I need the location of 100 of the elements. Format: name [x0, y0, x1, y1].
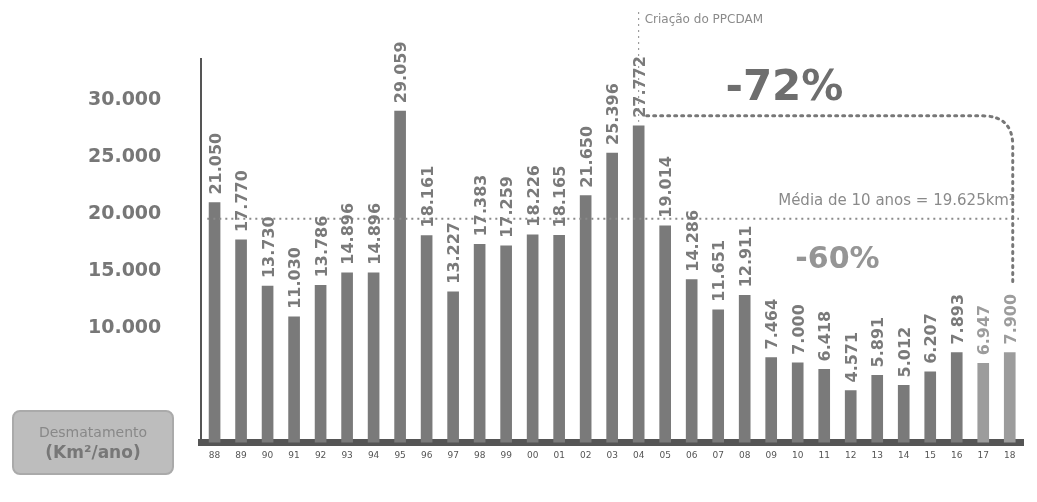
x-tick-label: 11 — [818, 450, 830, 461]
data-label: 27.772 — [629, 56, 649, 118]
x-tick-label: 14 — [898, 450, 910, 461]
x-tick-label: 12 — [844, 450, 857, 461]
x-tick-label: 06 — [685, 450, 698, 461]
x-tick-label: 91 — [288, 450, 300, 461]
data-label: 14.286 — [682, 209, 702, 272]
data-label: 5.012 — [894, 326, 914, 378]
data-label: 17.770 — [232, 170, 252, 232]
ref-line-label: Média de 10 anos = 19.625km² — [778, 191, 1015, 210]
data-label: 25.396 — [603, 83, 623, 145]
y-tick-label: 30.000 — [87, 87, 162, 110]
data-label: 7.900 — [1000, 293, 1020, 345]
bar — [791, 362, 804, 443]
data-label: 21.650 — [576, 125, 596, 188]
bar — [738, 295, 751, 443]
bar — [871, 375, 884, 443]
x-tick-label: 08 — [738, 450, 751, 461]
x-tick-label: 88 — [208, 450, 221, 461]
x-tick-label: 89 — [235, 450, 248, 461]
x-tick-label: 02 — [579, 450, 592, 461]
bar — [526, 234, 539, 443]
bar — [447, 291, 459, 443]
x-tick-label: 95 — [394, 450, 406, 461]
annotation: -60% — [795, 239, 880, 275]
bar — [261, 285, 274, 443]
ref-line-label: Criação do PPCDAM — [644, 12, 763, 27]
bar — [606, 152, 618, 443]
data-label: 17.383 — [470, 174, 490, 237]
y-tick-label: 25.000 — [87, 144, 162, 167]
x-tick-label: 07 — [712, 450, 724, 461]
data-label: 11.030 — [285, 247, 305, 309]
x-tick-label: 94 — [367, 450, 380, 461]
bar — [420, 235, 433, 443]
bar — [341, 272, 353, 443]
bar — [977, 363, 990, 443]
x-tick-label: 00 — [526, 450, 539, 461]
data-label: 5.891 — [868, 316, 888, 368]
bar — [950, 352, 963, 443]
y-tick-label: 10.000 — [87, 315, 162, 338]
data-label: 6.418 — [815, 310, 835, 362]
data-label: 7.000 — [788, 304, 808, 355]
data-label: 7.464 — [762, 298, 782, 350]
data-label: 18.226 — [523, 164, 543, 227]
x-tick-label: 16 — [951, 450, 963, 461]
data-label: 19.014 — [656, 156, 676, 218]
bar — [394, 110, 406, 443]
data-label: 18.165 — [550, 165, 570, 228]
x-tick-label: 97 — [447, 450, 459, 461]
x-tick-label: 05 — [659, 450, 671, 461]
x-tick-label: 98 — [473, 450, 486, 461]
bar — [208, 202, 221, 443]
x-tick-label: 18 — [1004, 450, 1016, 461]
data-label: 29.059 — [391, 41, 411, 104]
data-label: 6.207 — [921, 313, 941, 364]
x-tick-label: 10 — [791, 450, 804, 461]
x-tick-label: 90 — [261, 450, 274, 461]
bar — [897, 385, 910, 443]
x-tick-label: 01 — [553, 450, 565, 461]
data-label: 17.259 — [497, 176, 517, 238]
annotation: -72% — [725, 60, 844, 110]
bar — [632, 125, 645, 443]
y-tick-label: 15.000 — [87, 258, 162, 281]
bar — [314, 285, 327, 443]
bar — [844, 390, 857, 443]
bar — [712, 309, 725, 443]
bar — [553, 235, 565, 443]
data-label: 4.571 — [841, 331, 861, 383]
x-tick-label: 13 — [871, 450, 883, 461]
bar — [235, 239, 247, 443]
data-label: 13.786 — [311, 215, 331, 278]
data-label: 13.227 — [444, 222, 464, 284]
x-tick-label: 92 — [314, 450, 327, 461]
data-label: 11.651 — [709, 239, 729, 302]
x-tick-label: 15 — [924, 450, 936, 461]
bar — [1003, 352, 1016, 443]
bar — [288, 316, 300, 443]
data-label: 13.730 — [258, 216, 278, 279]
x-tick-label: 17 — [977, 450, 989, 461]
x-tick-label: 04 — [632, 450, 645, 461]
bar — [659, 225, 671, 443]
data-label: 18.161 — [417, 165, 437, 228]
x-tick-label: 09 — [765, 450, 778, 461]
x-tick-label: 93 — [341, 450, 353, 461]
x-tick-label: 03 — [606, 450, 618, 461]
data-label: 14.896 — [338, 202, 358, 265]
x-tick-label: 96 — [420, 450, 433, 461]
bar — [473, 244, 486, 443]
bar — [765, 357, 778, 443]
data-label: 7.893 — [947, 293, 967, 345]
bar — [500, 245, 512, 443]
bar — [685, 279, 698, 443]
data-label: 6.947 — [974, 304, 994, 356]
bar — [818, 369, 831, 443]
x-tick-label: 99 — [500, 450, 513, 461]
bar — [367, 272, 380, 443]
bar — [579, 195, 592, 443]
data-label: 21.050 — [205, 132, 225, 195]
data-label: 12.911 — [735, 225, 755, 288]
bar — [924, 371, 937, 443]
